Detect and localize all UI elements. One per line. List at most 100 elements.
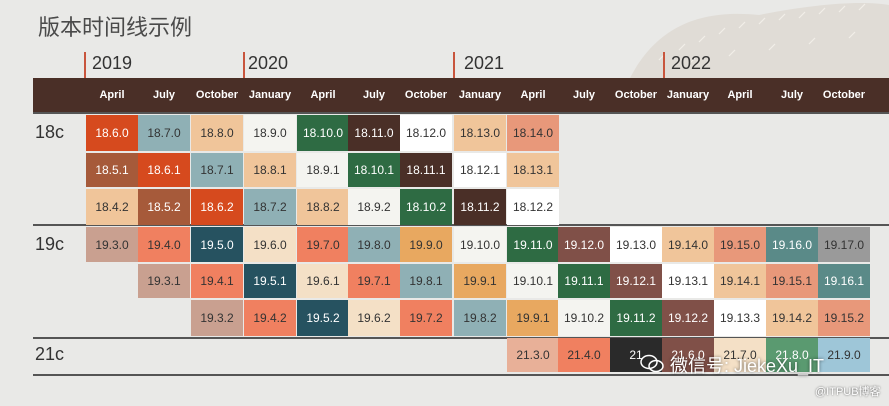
version-cell: 19.5.0 — [191, 227, 243, 262]
version-cell: 19.15.1 — [766, 264, 818, 298]
version-cell: 19.7.0 — [297, 227, 349, 262]
version-cell: 19.4.2 — [244, 300, 296, 336]
month-header: October — [822, 89, 866, 101]
version-cell: 19.12.1 — [610, 264, 662, 298]
version-cell: 19.14.1 — [714, 264, 766, 298]
month-header: July — [152, 89, 175, 101]
version-cell: 19.16.0 — [766, 227, 818, 262]
version-cell: 19.3.0 — [86, 227, 138, 262]
version-group-label: 18c — [35, 122, 65, 142]
version-cell: 19.13.3 — [714, 300, 766, 336]
year-label: 2019 — [92, 53, 133, 73]
version-cell: 18.7.1 — [191, 153, 243, 187]
version-group-label: 21c — [35, 344, 65, 364]
version-cell: 18.14.0 — [507, 115, 559, 151]
version-cell: 18.8.1 — [244, 153, 296, 187]
version-cell: 19.7.1 — [348, 264, 400, 298]
version-cell: 18.6.0 — [86, 115, 138, 151]
version-cell: 19.4.0 — [138, 227, 190, 262]
version-cell: 19.6.1 — [297, 264, 349, 298]
version-cell: 18.10.2 — [400, 189, 452, 225]
version-cell: 18.7.0 — [138, 115, 190, 151]
version-cell: 19.9.1 — [507, 300, 559, 336]
version-cell: 18.13.0 — [454, 115, 506, 151]
year-label: 2020 — [248, 53, 289, 73]
month-header: April — [727, 89, 753, 101]
version-cell: 18.8.0 — [191, 115, 243, 151]
version-cell: 19.14.0 — [662, 227, 714, 262]
version-cell: 19.14.2 — [766, 300, 818, 336]
month-header: July — [572, 89, 595, 101]
version-cell: 18.9.1 — [297, 153, 349, 187]
month-header: October — [614, 89, 658, 101]
month-header: April — [520, 89, 546, 101]
version-cell: 19.12.0 — [558, 227, 610, 262]
row-divider — [33, 112, 889, 114]
month-header: January — [458, 89, 502, 101]
version-cell: 18.10.0 — [297, 115, 349, 151]
month-header: January — [666, 89, 710, 101]
version-cell: 18.5.1 — [86, 153, 138, 187]
version-cell: 21.4.0 — [558, 338, 610, 372]
version-cell: 19.15.0 — [714, 227, 766, 262]
version-cell: 19.5.2 — [297, 300, 349, 336]
version-cell: 19.16.1 — [818, 264, 870, 298]
version-cell: 18.11.0 — [348, 115, 400, 151]
version-cell: 18.8.2 — [297, 189, 349, 225]
version-cell: 19.10.1 — [507, 264, 559, 298]
version-cell: 19.3.1 — [138, 264, 190, 298]
version-group-label: 19c — [35, 234, 65, 254]
version-cell: 18.11.2 — [454, 189, 506, 225]
version-cell: 19.9.1 — [454, 264, 506, 298]
month-header: October — [404, 89, 448, 101]
version-cell: 19.8.2 — [454, 300, 506, 336]
version-cell: 18.12.1 — [454, 153, 506, 187]
version-cell: 18.6.1 — [138, 153, 190, 187]
version-cell: 18.4.2 — [86, 189, 138, 225]
version-cell: 19.7.2 — [400, 300, 452, 336]
version-cell: 18.13.1 — [507, 153, 559, 187]
version-cell: 21.7.0 — [714, 338, 766, 372]
month-header: July — [362, 89, 385, 101]
version-cell: 19.4.1 — [191, 264, 243, 298]
version-cell: 21.3.0 — [507, 338, 559, 372]
year-label: 2021 — [464, 53, 505, 73]
version-cell: 19.15.2 — [818, 300, 870, 336]
version-cell: 19.11.1 — [558, 264, 610, 298]
version-cell: 19.10.0 — [454, 227, 506, 262]
version-cell: 18.5.2 — [138, 189, 190, 225]
version-cell: 19.10.2 — [558, 300, 610, 336]
version-cell: 18.9.2 — [348, 189, 400, 225]
version-cell: 18.11.1 — [400, 153, 452, 187]
month-header: April — [99, 89, 125, 101]
version-cell: 18.7.2 — [244, 189, 296, 225]
row-divider — [33, 224, 889, 226]
version-cell: 19.8.1 — [400, 264, 452, 298]
version-cell: 19.8.0 — [348, 227, 400, 262]
version-cell: 19.3.2 — [191, 300, 243, 336]
version-cell: 19.5.1 — [244, 264, 296, 298]
version-cell: 18.6.2 — [191, 189, 243, 225]
footer-text: @ITPUB博客 — [815, 386, 881, 398]
version-cell: 19.13.0 — [610, 227, 662, 262]
version-cell: 21 — [610, 338, 662, 372]
decorative-pattern — [629, 3, 889, 80]
version-cell: 19.9.0 — [400, 227, 452, 262]
version-cell: 21.9.0 — [818, 338, 870, 372]
version-cell: 19.17.0 — [818, 227, 870, 262]
version-cell: 19.13.1 — [662, 264, 714, 298]
version-cell: 18.12.0 — [400, 115, 452, 151]
year-label: 2022 — [671, 53, 712, 73]
month-header: October — [195, 89, 239, 101]
month-header: July — [780, 89, 803, 101]
version-cell: 19.11.2 — [610, 300, 662, 336]
watermark-text: 微信号: JiekeXu_IT — [670, 356, 825, 376]
row-divider — [33, 337, 889, 339]
version-cell: 21.6.0 — [662, 338, 714, 372]
version-cell: 18.12.2 — [507, 189, 559, 225]
version-cell: 21.8.0 — [766, 338, 818, 372]
month-header: January — [248, 89, 292, 101]
version-cell: 19.11.0 — [507, 227, 559, 262]
row-divider — [33, 374, 889, 376]
month-header: April — [310, 89, 336, 101]
